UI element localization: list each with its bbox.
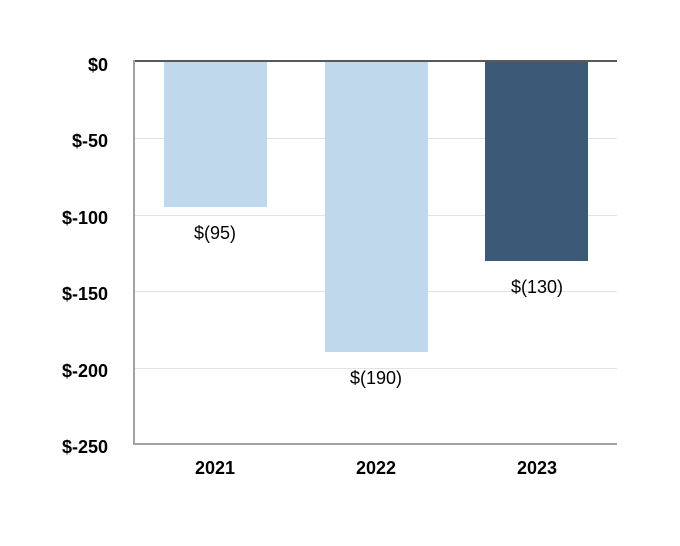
bar-2023: [485, 62, 588, 261]
bar-2022: [325, 62, 428, 352]
y-tick-label: $-50: [71, 131, 108, 151]
x-category-label: 2021: [194, 458, 236, 478]
y-tick-label: $-100: [61, 208, 108, 228]
y-tick-label: $-150: [61, 284, 108, 304]
gridline: [135, 368, 617, 369]
bar-data-label: $(95): [193, 223, 237, 243]
bar-2021: [164, 62, 267, 207]
x-category-label: 2022: [355, 458, 397, 478]
y-tick-label: $-200: [61, 361, 108, 381]
bar-data-label: $(130): [510, 277, 564, 297]
bar-data-label: $(190): [349, 368, 403, 388]
y-axis-line: [133, 60, 135, 445]
zero-axis-line: [134, 60, 617, 62]
x-category-label: 2023: [516, 458, 558, 478]
x-axis-line: [134, 443, 617, 445]
y-tick-label: $-250: [61, 437, 108, 457]
y-tick-label: $0: [87, 55, 108, 75]
